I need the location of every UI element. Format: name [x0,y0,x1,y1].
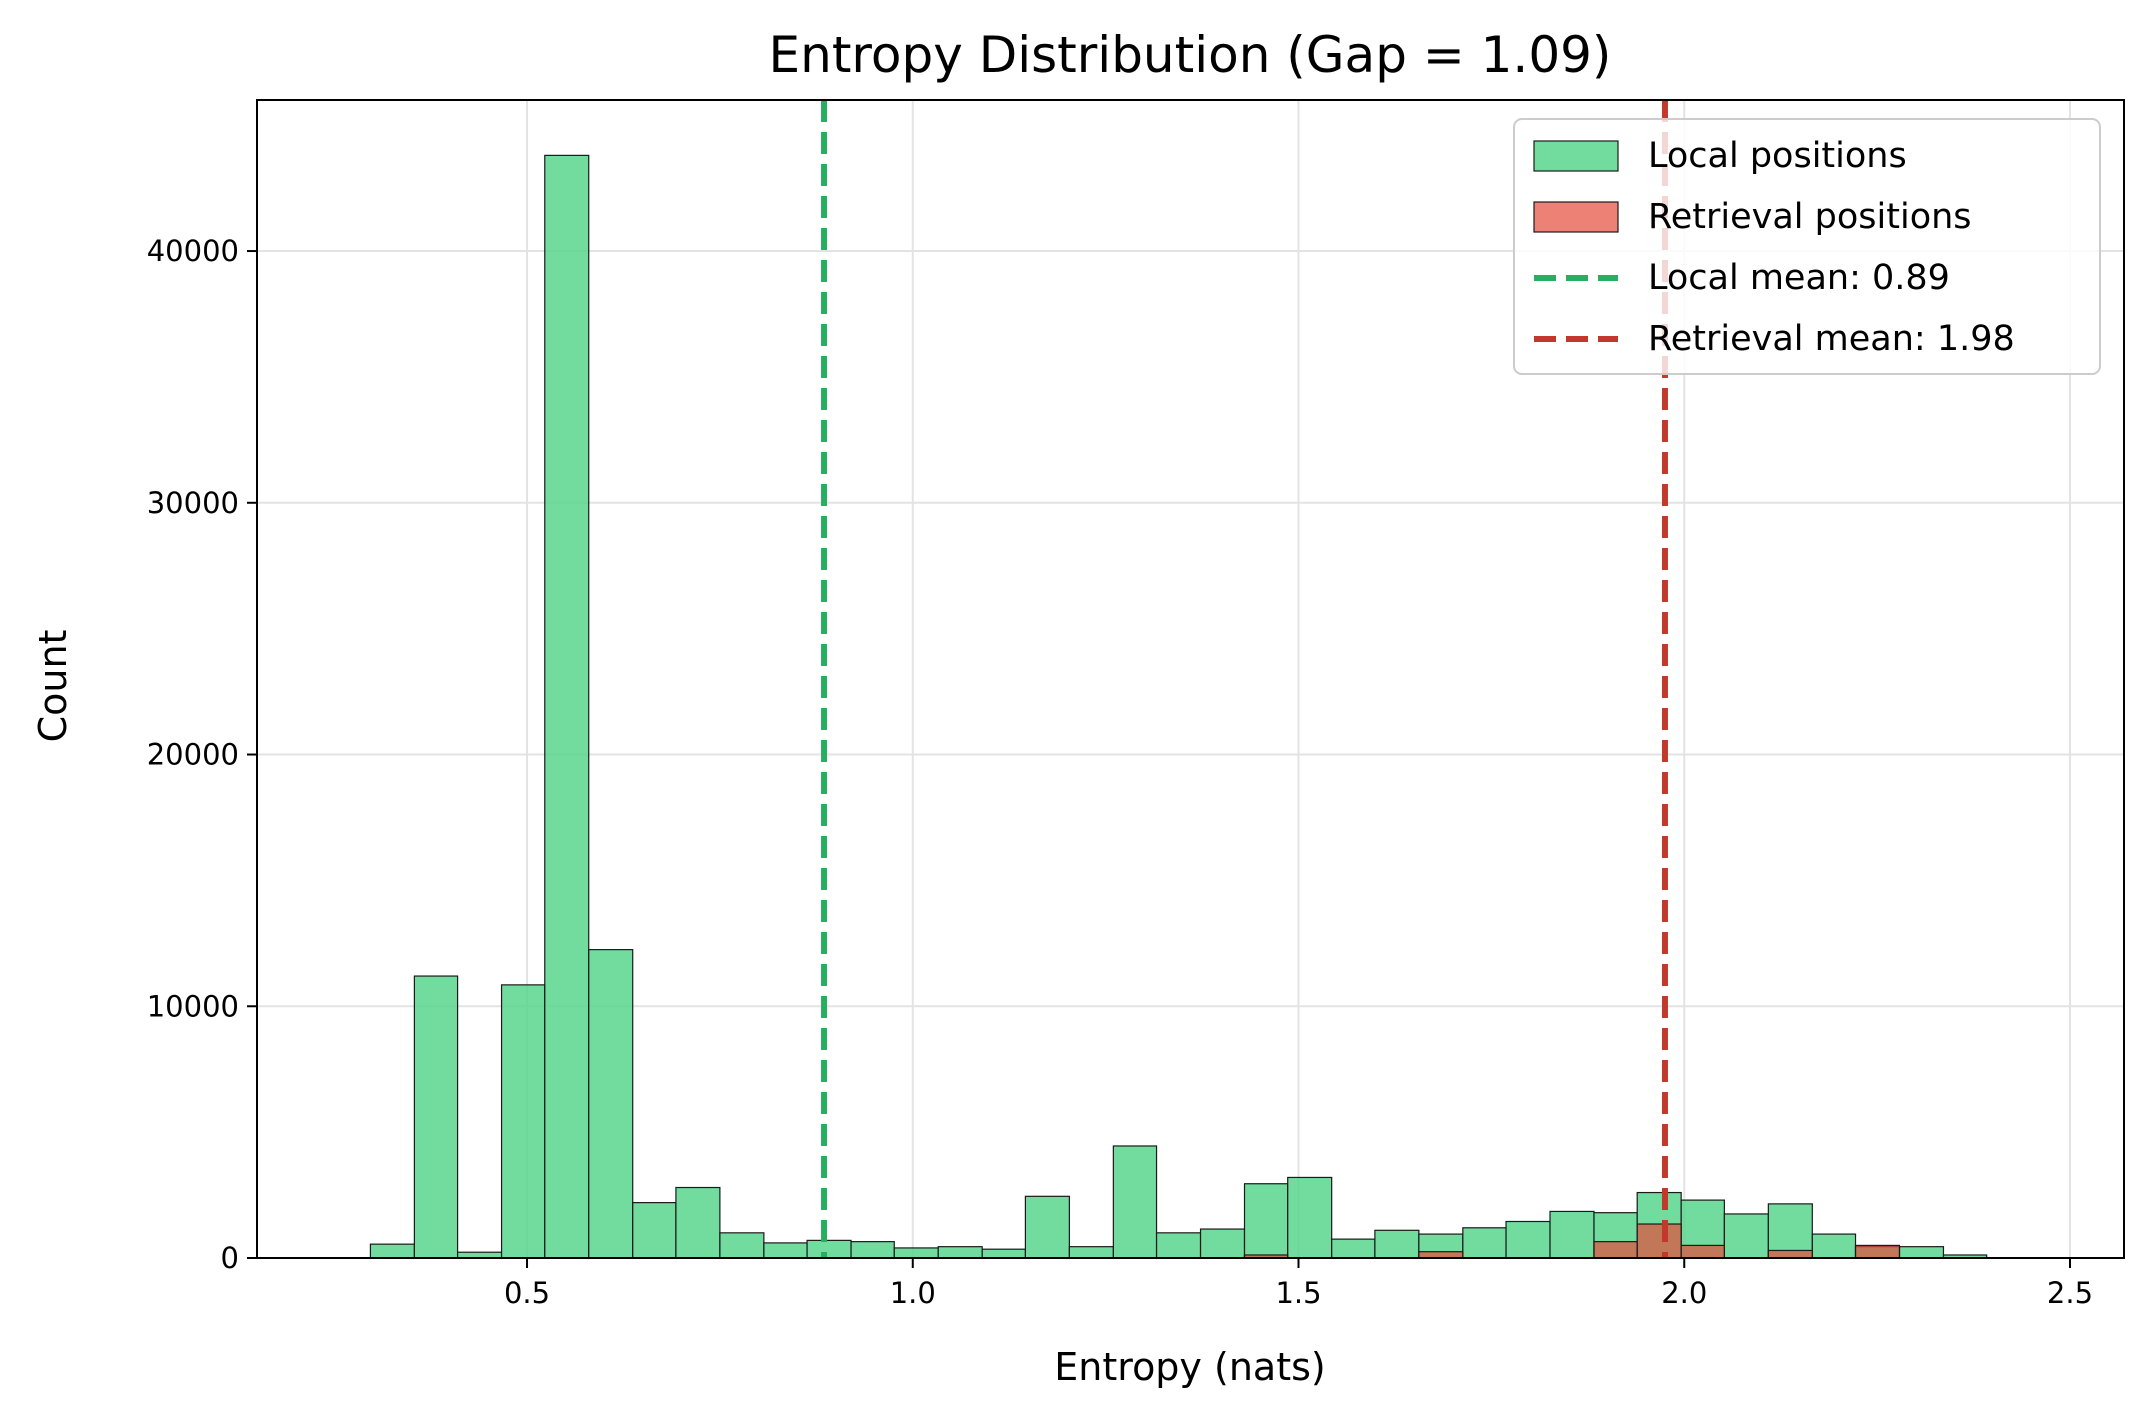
x-tick-label-0: 0.5 [504,1276,550,1310]
local-bar-23 [1374,1229,1420,1259]
local-bar-1 [413,975,459,1259]
local-bar-17 [1112,1145,1158,1259]
local-bar-11 [850,1241,895,1259]
legend-label-local-mean: Local mean: 0.89 [1648,258,1950,298]
local-bar-10 [806,1239,852,1259]
legend-swatch-retrieval [1533,201,1619,233]
y-axis-ticks: 0 10000 20000 30000 40000 [147,234,257,1275]
y-tick-label-1: 10000 [147,989,239,1023]
retrieval-bar-6 [1854,1244,1901,1259]
local-bar-27 [1549,1210,1595,1259]
local-bar-35 [1898,1246,1945,1259]
x-tick-label-3: 2.0 [1661,1276,1707,1310]
local-bar-4 [544,154,590,1259]
y-axis-label: Count [31,630,75,743]
legend-label-retrieval: Retrieval positions [1648,197,1972,237]
local-bar-14 [981,1248,1027,1259]
retrieval-bar-3 [1636,1223,1682,1259]
local-bar-8 [719,1232,765,1259]
local-bar-13 [937,1246,983,1259]
local-bar-19 [1199,1228,1246,1259]
chart-title: Entropy Distribution (Gap = 1.09) [769,26,1612,84]
local-bar-5 [588,949,634,1259]
y-tick-label-4: 40000 [147,234,239,268]
retrieval-bar-2 [1593,1241,1638,1259]
local-bar-18 [1155,1232,1202,1259]
legend: Local positions Retrieval positions Loca… [1513,118,2101,375]
local-bar-0 [369,1243,415,1259]
local-bar-3 [500,984,546,1259]
x-tick-label-2: 1.5 [1275,1276,1321,1310]
local-bar-12 [893,1247,939,1259]
legend-label-retrieval-mean: Retrieval mean: 1.98 [1648,319,2015,359]
y-tick-label-2: 20000 [147,738,239,772]
local-bar-9 [763,1242,808,1259]
local-bar-33 [1811,1233,1857,1259]
x-axis-label: Entropy (nats) [1054,1345,1325,1389]
retrieval-bars-group [1243,1223,1901,1259]
legend-label-local: Local positions [1648,136,1907,176]
plot-frame [256,99,2125,1259]
retrieval-bar-4 [1680,1244,1725,1259]
local-bar-25 [1462,1227,1507,1259]
local-bar-26 [1505,1220,1551,1259]
local-bar-15 [1024,1195,1070,1259]
local-bar-6 [632,1202,677,1259]
local-bar-21 [1287,1176,1333,1259]
legend-box [1513,118,2101,375]
x-tick-label-4: 2.5 [2047,1276,2093,1310]
legend-swatch-local [1533,140,1619,172]
local-bar-32 [1767,1203,1813,1259]
local-bar-16 [1068,1246,1114,1259]
retrieval-bar-5 [1767,1249,1813,1259]
y-tick-label-3: 30000 [147,486,239,520]
local-bar-20 [1243,1183,1289,1259]
y-tick-label-0: 0 [221,1241,239,1275]
local-bar-22 [1331,1238,1376,1259]
local-bar-7 [675,1186,721,1259]
local-bar-31 [1723,1213,1769,1259]
x-tick-label-1: 1.0 [890,1276,936,1310]
x-axis-ticks: 0.5 1.0 1.5 2.0 2.5 [504,1258,2093,1310]
